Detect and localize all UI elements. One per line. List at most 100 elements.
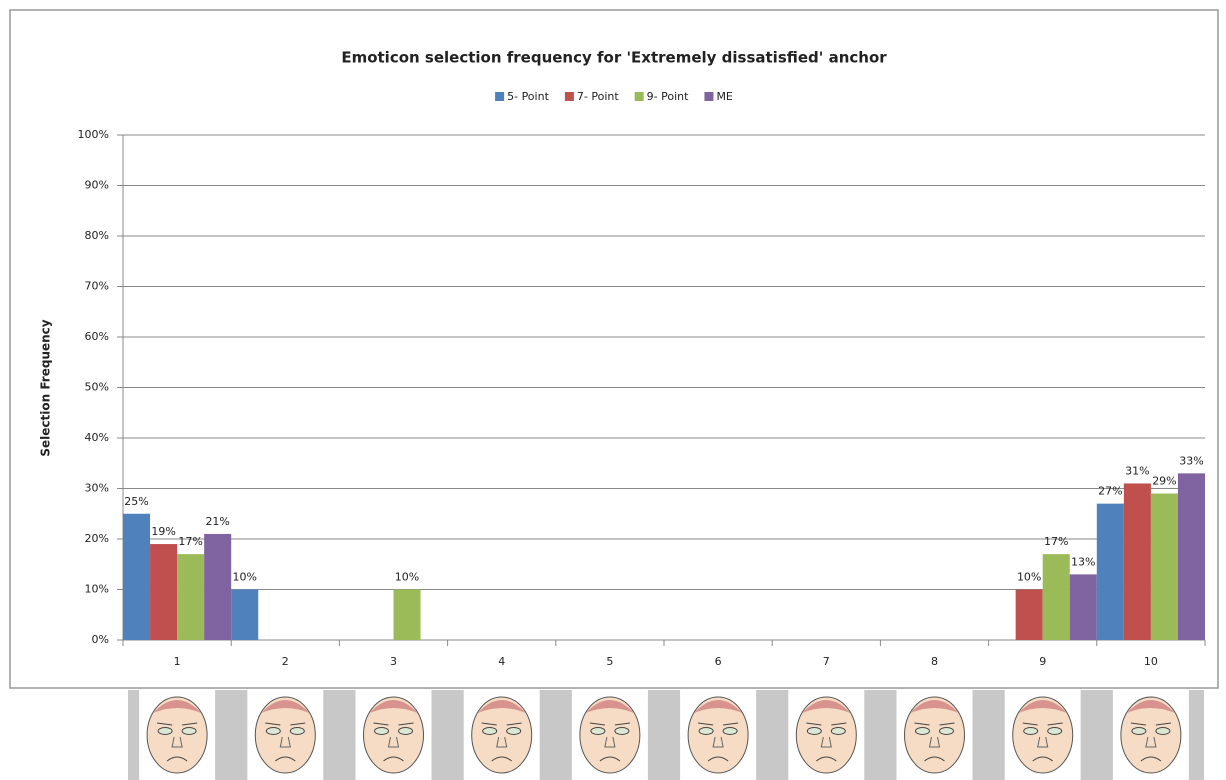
face-brow xyxy=(481,722,522,726)
data-label: 17% xyxy=(178,535,202,548)
face-brow xyxy=(1022,722,1063,726)
face-mouth xyxy=(1032,756,1054,762)
bar xyxy=(1015,589,1043,640)
y-tick-label: 40% xyxy=(85,431,109,444)
x-tick-label: 7 xyxy=(823,655,830,668)
bar xyxy=(1042,554,1070,640)
face-mouth xyxy=(924,756,945,762)
data-label: 10% xyxy=(232,571,256,584)
face-head xyxy=(254,696,316,774)
face-mouth xyxy=(274,756,296,762)
face-eye xyxy=(374,727,389,735)
face-eye xyxy=(1131,727,1147,735)
bar xyxy=(204,533,232,640)
face-icon xyxy=(355,690,432,780)
face-eye xyxy=(157,727,173,735)
face-hair xyxy=(153,700,202,713)
legend-swatch xyxy=(564,92,574,101)
data-label: 33% xyxy=(1179,454,1203,467)
face-eye xyxy=(1047,727,1063,735)
bar xyxy=(123,513,151,640)
face-eye xyxy=(939,727,954,735)
data-label: 13% xyxy=(1071,555,1095,568)
data-label: 31% xyxy=(1125,464,1149,477)
y-axis-label: Selection Frequency xyxy=(39,319,53,456)
face-icon xyxy=(463,690,540,780)
face-mouth xyxy=(815,756,837,762)
data-label: 27% xyxy=(1098,485,1122,498)
face-nose xyxy=(1145,736,1157,748)
face-eye xyxy=(398,727,413,735)
face-brow xyxy=(373,722,414,726)
face-hair xyxy=(477,700,526,713)
face-icon xyxy=(1004,690,1081,780)
face-eye xyxy=(265,727,281,735)
x-tick-label: 8 xyxy=(931,655,938,668)
face-hair xyxy=(261,700,310,713)
face-mouth xyxy=(491,756,513,762)
face-head xyxy=(1120,696,1182,774)
face-icon xyxy=(788,690,865,780)
face-eye xyxy=(722,727,738,735)
legend: 5- Point 7- Point 9- Point ME xyxy=(495,90,733,103)
face-icon xyxy=(680,690,757,780)
data-label: 21% xyxy=(205,515,229,528)
face-nose xyxy=(387,736,400,748)
x-tick-label: 2 xyxy=(282,655,289,668)
face-mouth xyxy=(707,756,729,762)
y-tick-label: 50% xyxy=(85,381,109,394)
bar xyxy=(1177,473,1205,640)
face-brow xyxy=(157,722,198,726)
bar xyxy=(1150,493,1178,640)
x-tick-label: 10 xyxy=(1144,655,1158,668)
face-head xyxy=(795,696,857,774)
face-brow xyxy=(806,722,847,726)
face-eye xyxy=(1023,727,1039,735)
legend-label: 9- Point xyxy=(647,90,689,103)
face-head xyxy=(471,696,533,774)
face-hair xyxy=(369,700,418,713)
legend-label: ME xyxy=(716,90,732,103)
legend-swatch xyxy=(634,92,644,101)
y-tick-label: 70% xyxy=(85,280,109,293)
face-mouth xyxy=(1140,756,1162,762)
face-icon xyxy=(1112,690,1189,780)
data-label: 19% xyxy=(151,525,175,538)
y-tick-label: 60% xyxy=(85,330,109,343)
face-head xyxy=(363,696,424,774)
data-label: 17% xyxy=(1044,535,1068,548)
face-nose xyxy=(928,736,941,748)
face-brow xyxy=(265,722,306,726)
y-tick-label: 30% xyxy=(85,482,109,495)
face-eye xyxy=(506,727,522,735)
face-nose xyxy=(496,736,508,748)
x-tick-label: 1 xyxy=(174,655,181,668)
face-eye xyxy=(830,727,846,735)
face-eye xyxy=(698,727,714,735)
face-nose xyxy=(279,736,291,748)
face-icon xyxy=(571,690,648,780)
bar xyxy=(1123,483,1151,640)
bar xyxy=(1069,574,1097,640)
face-brow xyxy=(589,722,630,726)
face-hair xyxy=(802,700,851,713)
face-brow xyxy=(698,722,739,726)
face-head xyxy=(1012,696,1074,774)
y-tick-label: 80% xyxy=(85,229,109,242)
face-icon xyxy=(139,690,216,780)
face-head xyxy=(687,696,749,774)
chart-title: Emoticon selection frequency for 'Extrem… xyxy=(341,49,887,67)
face-brow xyxy=(1130,722,1171,726)
face-eye xyxy=(482,727,498,735)
face-hair xyxy=(585,700,634,713)
data-label: 10% xyxy=(395,571,419,584)
face-hair xyxy=(1018,700,1067,713)
face-nose xyxy=(171,736,183,748)
face-mouth xyxy=(166,756,188,762)
legend-label: 5- Point xyxy=(507,90,549,103)
x-tick-label: 9 xyxy=(1039,655,1046,668)
face-eye xyxy=(614,727,630,735)
x-tick-label: 5 xyxy=(606,655,613,668)
legend-label: 7- Point xyxy=(577,90,619,103)
